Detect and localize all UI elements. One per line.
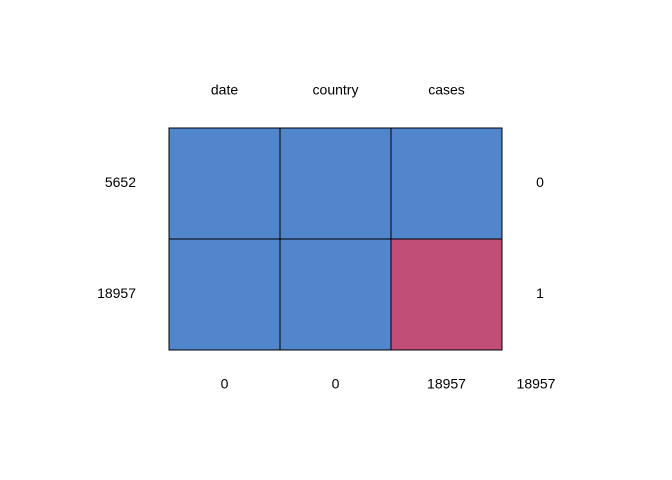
pattern-cell-r0-c1	[279, 127, 392, 240]
column-missing-total-label: 0	[221, 376, 229, 392]
pattern-cell-r0-c0	[168, 127, 281, 240]
column-label-cases: cases	[428, 82, 465, 98]
column-label-date: date	[211, 82, 238, 98]
pattern-cell-r1-c2	[390, 238, 503, 351]
row-count-label: 5652	[105, 174, 136, 190]
column-missing-total-label: 18957	[427, 376, 466, 392]
pattern-cell-r1-c0	[168, 238, 281, 351]
pattern-cell-r1-c1	[279, 238, 392, 351]
row-missing-vars-label: 0	[536, 174, 544, 190]
total-missing-label: 18957	[517, 376, 556, 392]
column-missing-total-label: 0	[332, 376, 340, 392]
row-count-label: 18957	[97, 285, 136, 301]
column-label-country: country	[313, 82, 359, 98]
row-missing-vars-label: 1	[536, 285, 544, 301]
pattern-cell-r0-c2	[390, 127, 503, 240]
